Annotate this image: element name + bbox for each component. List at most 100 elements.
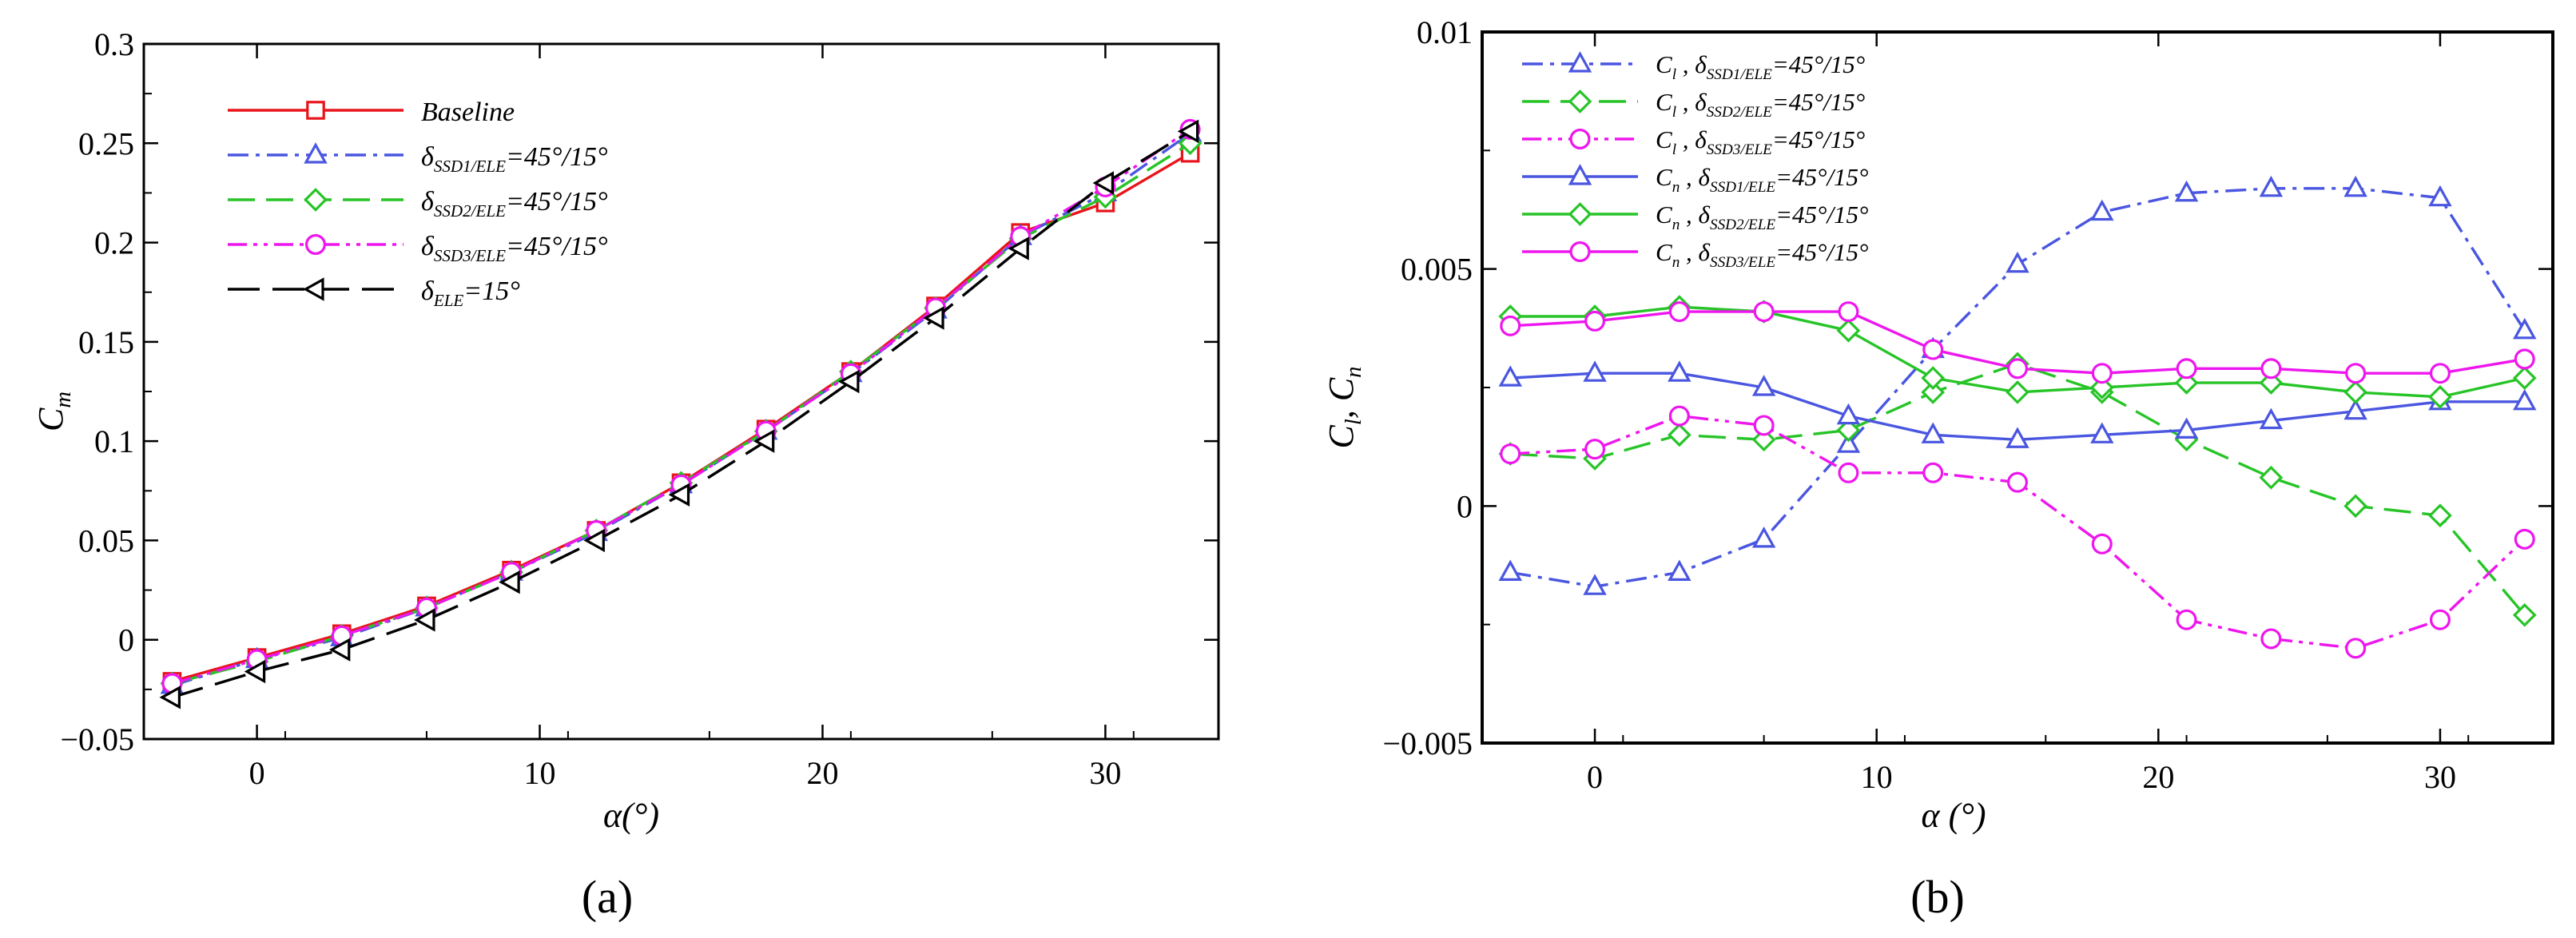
legend-label: δSSD3/ELE=45°/15° — [421, 232, 608, 265]
data-point — [1667, 423, 1691, 447]
data-point — [2428, 185, 2452, 207]
data-point — [1584, 439, 1606, 460]
legend: Baseline δSSD1/ELE=45°/15° δSSD2/ELE=45°/1… — [228, 97, 608, 310]
y-tick-label: 0 — [118, 622, 134, 658]
data-point — [159, 686, 181, 709]
legend-marker — [1568, 164, 1592, 185]
series-line — [1510, 414, 2526, 650]
data-point — [1177, 119, 1199, 144]
y-tick-label: 0.2 — [94, 225, 134, 261]
data-point — [1922, 462, 1944, 483]
data-point — [2007, 471, 2029, 493]
data-point — [2007, 358, 2029, 380]
data-point — [1921, 422, 1945, 443]
data-point — [1751, 526, 1776, 548]
data-point — [2176, 609, 2197, 630]
y-tick-label: 0.3 — [94, 26, 134, 62]
chart-b: −0.005 0 0.005 0.01 0 10 20 30 Cl , δSSD1/ELE=45… — [1322, 14, 2554, 923]
y-axis-label: Cm — [31, 391, 76, 431]
legend-label: δELE=15° — [421, 276, 520, 310]
legend-marker — [306, 101, 325, 120]
data-point — [2259, 465, 2284, 490]
y-axis-label: Cl, Cn — [1322, 367, 1366, 449]
data-point — [2514, 348, 2535, 370]
data-point — [1753, 301, 1775, 323]
data-point — [2091, 533, 2113, 554]
x-tick-label: 0 — [249, 755, 265, 791]
panel-label: (a) — [582, 871, 633, 923]
legend-label: Cn , δSSD2/ELE=45°/15° — [1656, 201, 1868, 233]
series-line — [171, 129, 1191, 699]
legend-label: δSSD1/ELE=45°/15° — [421, 142, 608, 176]
legend-label: Cl , δSSD1/ELE=45°/15° — [1656, 50, 1865, 83]
data-point — [2091, 363, 2113, 384]
data-point — [1498, 365, 1522, 387]
x-axis-label: α(°) — [603, 796, 659, 835]
x-tick-label: 30 — [1089, 755, 1121, 791]
data-point — [2514, 528, 2535, 550]
data-point — [2513, 388, 2537, 411]
data-point — [1838, 462, 1859, 483]
data-point — [2089, 376, 2114, 399]
y-tick-label: 0.15 — [78, 324, 134, 360]
x-tick-label: 20 — [806, 755, 838, 791]
legend-label: Cn , δSSD1/ELE=45°/15° — [1656, 163, 1868, 196]
series-line — [171, 152, 1191, 683]
legend-label: Cl , δSSD2/ELE=45°/15° — [1656, 88, 1865, 121]
legend-marker — [1568, 89, 1592, 113]
data-point — [328, 638, 351, 662]
legend-marker — [304, 142, 328, 164]
legend-label: δSSD2/ELE=45°/15° — [421, 187, 608, 221]
y-tick-label: 0.25 — [78, 125, 134, 161]
data-point — [1583, 574, 1607, 595]
series-3 — [160, 131, 1203, 696]
chart-a: −0.05 0 0.05 0.1 0.15 0.2 0.25 0.3 0 10 20 30 Baseli… — [31, 26, 1220, 923]
data-point — [1836, 403, 1861, 425]
x-tick-label: 20 — [2142, 759, 2174, 795]
y-tick-label: −0.005 — [1382, 725, 1473, 761]
data-point — [1092, 171, 1115, 195]
y-tick-label: 0.1 — [94, 423, 134, 459]
data-point — [499, 570, 520, 594]
legend-label: Cl , δSSD3/ELE=45°/15° — [1656, 125, 1865, 158]
legend-marker — [303, 277, 324, 301]
data-point — [2512, 366, 2537, 390]
data-point — [2513, 317, 2537, 340]
data-point — [1008, 236, 1029, 260]
panel-label: (b) — [1910, 871, 1965, 923]
data-point — [1838, 301, 1859, 323]
data-point — [2429, 609, 2451, 630]
data-point — [1753, 415, 1775, 436]
x-tick-label: 10 — [1861, 759, 1893, 795]
data-point — [414, 608, 435, 632]
series-line — [171, 141, 1191, 686]
data-point — [1668, 559, 1691, 582]
data-point — [1921, 380, 1946, 404]
legend-marker — [1569, 129, 1591, 150]
y-tick-label: 0.05 — [78, 523, 134, 558]
data-point — [2260, 358, 2282, 380]
x-tick-label: 30 — [2424, 759, 2456, 795]
legend-marker — [1568, 51, 1592, 73]
series-1 — [162, 143, 1200, 691]
data-point — [923, 306, 944, 330]
data-point — [2090, 422, 2114, 443]
data-point — [2343, 398, 2367, 420]
series-4 — [1498, 360, 2537, 448]
data-point — [2174, 371, 2199, 395]
data-point — [2343, 175, 2367, 197]
data-point — [1836, 431, 1861, 453]
data-point — [1751, 427, 1776, 452]
data-point — [2343, 494, 2368, 519]
y-tick-label: 0.01 — [1417, 14, 1473, 50]
series-1 — [1498, 175, 2537, 595]
data-point — [2345, 638, 2367, 659]
data-point — [2090, 199, 2114, 221]
series-line — [171, 132, 1191, 687]
data-point — [2343, 380, 2368, 404]
legend-label: Baseline — [421, 97, 515, 127]
data-point — [668, 483, 690, 507]
data-point — [2006, 251, 2029, 273]
legend-marker — [304, 188, 328, 212]
